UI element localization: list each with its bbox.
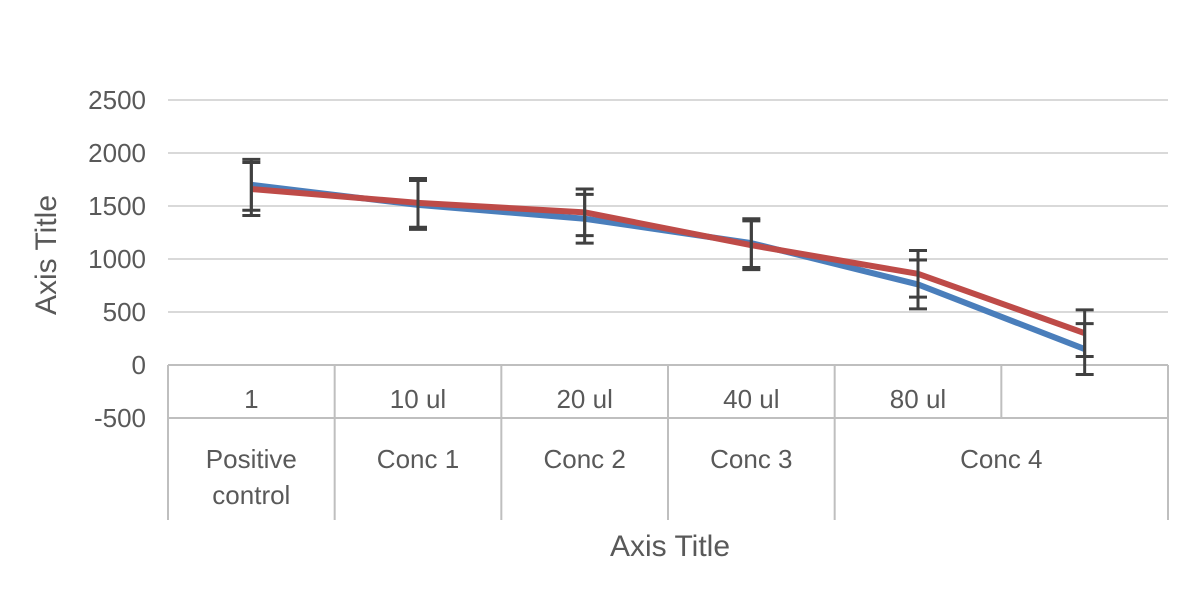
category-axis: 1 10 ul 20 ul 40 ul 80 ul Positive control Conc… [167, 364, 1169, 520]
error-bar [242, 161, 261, 218]
category-group-label: Conc 2 [543, 444, 625, 474]
category-group-label: Conc 4 [960, 444, 1042, 474]
x-tick-label: 10 ul [390, 384, 446, 414]
error-bar [909, 249, 927, 299]
y-tick-label: 500 [103, 297, 146, 327]
category-group-label: Positive [206, 444, 297, 474]
x-axis-title: Axis Title [610, 530, 730, 563]
series-lines [250, 181, 1086, 352]
y-tick-label: 2000 [88, 138, 146, 168]
y-tick-label: 0 [132, 350, 146, 380]
error-bar [409, 176, 427, 229]
x-tick-label: 40 ul [723, 384, 779, 414]
y-tick-label: -500 [94, 403, 146, 433]
y-tick-label: 1500 [88, 191, 146, 221]
error-bar [1075, 308, 1094, 359]
error-bar [575, 187, 594, 238]
x-tick-label: 80 ul [890, 384, 946, 414]
gridlines [168, 99, 1168, 313]
y-tick-label: 1000 [88, 244, 146, 274]
category-group-label: Conc 3 [710, 444, 792, 474]
x-tick-label: 20 ul [556, 384, 612, 414]
y-tick-labels: 2500 2000 1500 1000 500 0 -500 [88, 85, 146, 433]
category-group-label: Conc 1 [377, 444, 459, 474]
series-1-line [250, 181, 1086, 352]
error-bar [742, 219, 761, 272]
series-2-line [251, 186, 1086, 337]
x-tick-label: 1 [244, 384, 258, 414]
y-axis-title: Axis Title [30, 195, 63, 315]
error-bars [242, 157, 1094, 377]
category-group-label: control [212, 480, 290, 510]
y-tick-label: 2500 [88, 85, 146, 115]
